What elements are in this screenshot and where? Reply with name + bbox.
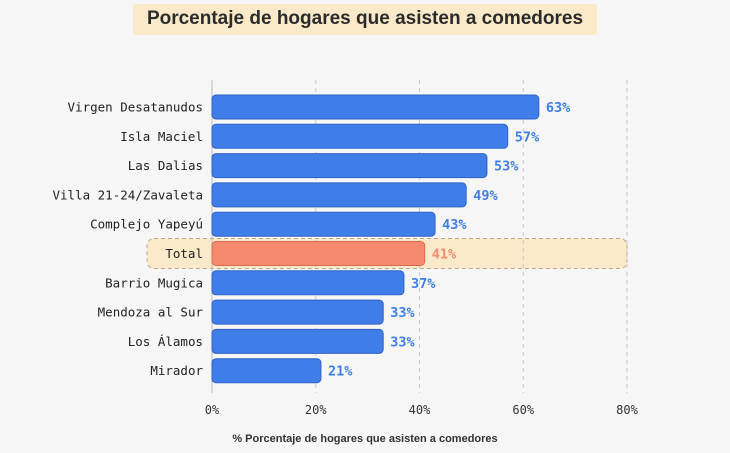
bar-3: [211, 153, 488, 179]
bar-2: [211, 123, 509, 149]
x-tick-label-5: 80%: [616, 403, 638, 417]
category-label-4: Villa 21-24/Zavaleta: [52, 187, 203, 202]
x-tick-label-4: 60%: [512, 403, 534, 417]
value-label-4: 49%: [473, 188, 498, 204]
category-label-9: Los Álamos: [128, 334, 203, 349]
category-label-1: Virgen Desatanudos: [68, 100, 203, 115]
bar-1: [211, 94, 540, 120]
chart-title: Porcentaje de hogares que asisten a come…: [132, 4, 598, 35]
category-label-2: Isla Maciel: [120, 129, 203, 144]
category-label-10: Mirador: [150, 363, 203, 378]
value-label-5: 43%: [442, 217, 467, 233]
bar-8: [211, 299, 384, 325]
x-tick-label-1: 0%: [205, 403, 220, 417]
value-label-8: 33%: [390, 305, 415, 321]
bar-10: [211, 358, 322, 384]
bar-9: [211, 328, 384, 354]
x-tick-label-2: 20%: [305, 403, 327, 417]
value-label-6: 41%: [432, 247, 457, 263]
category-label-8: Mendoza al Sur: [98, 305, 204, 320]
category-label-6: Total: [165, 246, 203, 261]
category-label-3: Las Dalias: [128, 158, 203, 173]
category-label-5: Complejo Yapeyú: [90, 217, 203, 232]
bar-4: [211, 182, 467, 208]
value-label-10: 21%: [328, 364, 353, 380]
x-tick-label-3: 40%: [409, 403, 431, 417]
value-label-2: 57%: [515, 129, 540, 145]
value-label-7: 37%: [411, 276, 436, 292]
bar-7: [211, 270, 405, 296]
bar-6: [211, 241, 426, 266]
bar-5: [211, 211, 436, 237]
x-axis-label: % Porcentaje de hogares que asisten a co…: [232, 433, 498, 445]
value-label-3: 53%: [494, 159, 519, 175]
value-label-1: 63%: [546, 100, 571, 116]
category-label-7: Barrio Mugica: [105, 275, 203, 290]
value-label-9: 33%: [390, 334, 415, 350]
